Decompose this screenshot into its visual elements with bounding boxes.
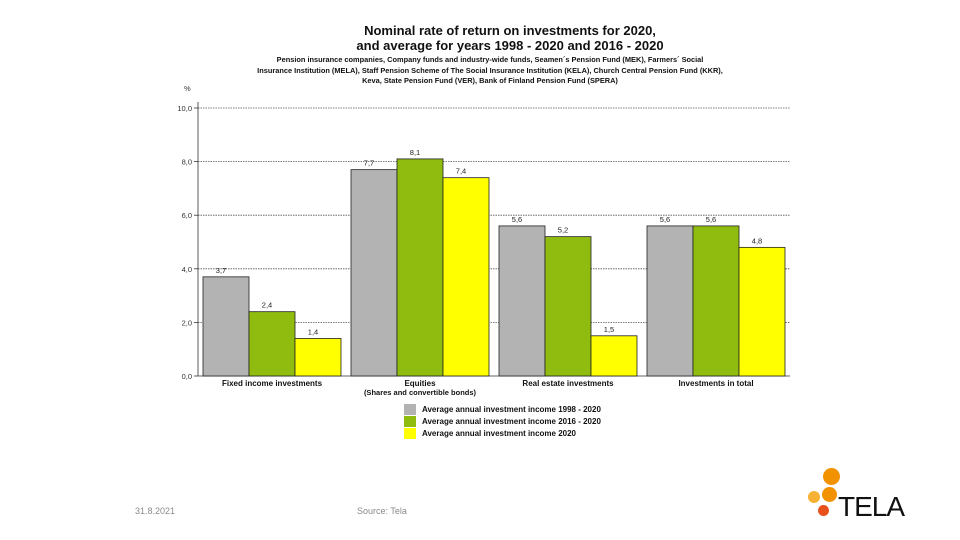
chart-subtitle-line1: Pension insurance companies, Company fun… (276, 55, 704, 64)
y-tick-label: 8,0 (182, 158, 192, 167)
bar (202, 276, 250, 377)
y-axis-label: % (184, 84, 191, 93)
y-tick-label: 4,0 (182, 265, 192, 274)
logo-dot-bottom (818, 505, 829, 516)
data-label: 1,5 (604, 325, 614, 334)
footer-date: 31.8.2021 (135, 506, 176, 516)
category-label: Investments in total (678, 379, 753, 388)
bar (248, 311, 296, 377)
bar (442, 177, 490, 377)
y-tick-label: 0,0 (182, 372, 192, 381)
legend-swatch (404, 416, 416, 427)
legend-swatch (404, 428, 416, 439)
bar (692, 225, 740, 377)
y-tick-label: 10,0 (177, 104, 192, 113)
legend-label: Average annual investment income 2016 - … (422, 417, 601, 426)
category-label: Equities (404, 379, 436, 388)
data-label: 3,7 (216, 266, 226, 275)
bar (350, 169, 398, 377)
data-label: 8,1 (410, 148, 420, 157)
logo-dot-top (823, 468, 840, 485)
chart-title-line2: and average for years 1998 - 2020 and 20… (356, 38, 664, 53)
data-label: 7,7 (364, 159, 374, 168)
chart-subtitle-line3: Keva, State Pension Fund (VER), Bank of … (362, 76, 618, 85)
category-label: Real estate investments (522, 379, 614, 388)
logo-dot-left (808, 491, 820, 503)
bar (738, 246, 786, 377)
logo-text: TELA (838, 491, 905, 522)
legend-label: Average annual investment income 1998 - … (422, 405, 601, 414)
data-label: 7,4 (456, 167, 466, 176)
chart-title-line1: Nominal rate of return on investments fo… (364, 23, 656, 38)
bar (544, 236, 592, 377)
legend-swatch (404, 404, 416, 415)
data-label: 1,4 (308, 327, 318, 336)
bar (590, 335, 638, 377)
chart-subtitle-line2: Insurance Institution (MELA), Staff Pens… (257, 65, 723, 75)
footer-source: Source: Tela (357, 506, 407, 516)
bar (646, 225, 694, 377)
bar (396, 158, 444, 377)
y-tick-label: 6,0 (182, 211, 192, 220)
logo-dot-middle (822, 487, 837, 502)
data-label: 5,6 (512, 215, 522, 224)
data-label: 5,2 (558, 226, 568, 235)
y-tick-label: 2,0 (182, 318, 192, 327)
bar (294, 338, 342, 377)
bar (498, 225, 546, 377)
data-label: 4,8 (752, 236, 762, 245)
category-label: Fixed income investments (222, 379, 323, 388)
data-label: 5,6 (660, 215, 670, 224)
category-sublabel: (Shares and convertible bonds) (364, 388, 477, 397)
data-label: 5,6 (706, 215, 716, 224)
legend-label: Average annual investment income 2020 (422, 429, 577, 438)
chart-subtitle: Pension insurance companies, Company fun… (200, 55, 780, 87)
chart-title: Nominal rate of return on investments fo… (230, 23, 790, 53)
data-label: 2,4 (262, 301, 272, 310)
